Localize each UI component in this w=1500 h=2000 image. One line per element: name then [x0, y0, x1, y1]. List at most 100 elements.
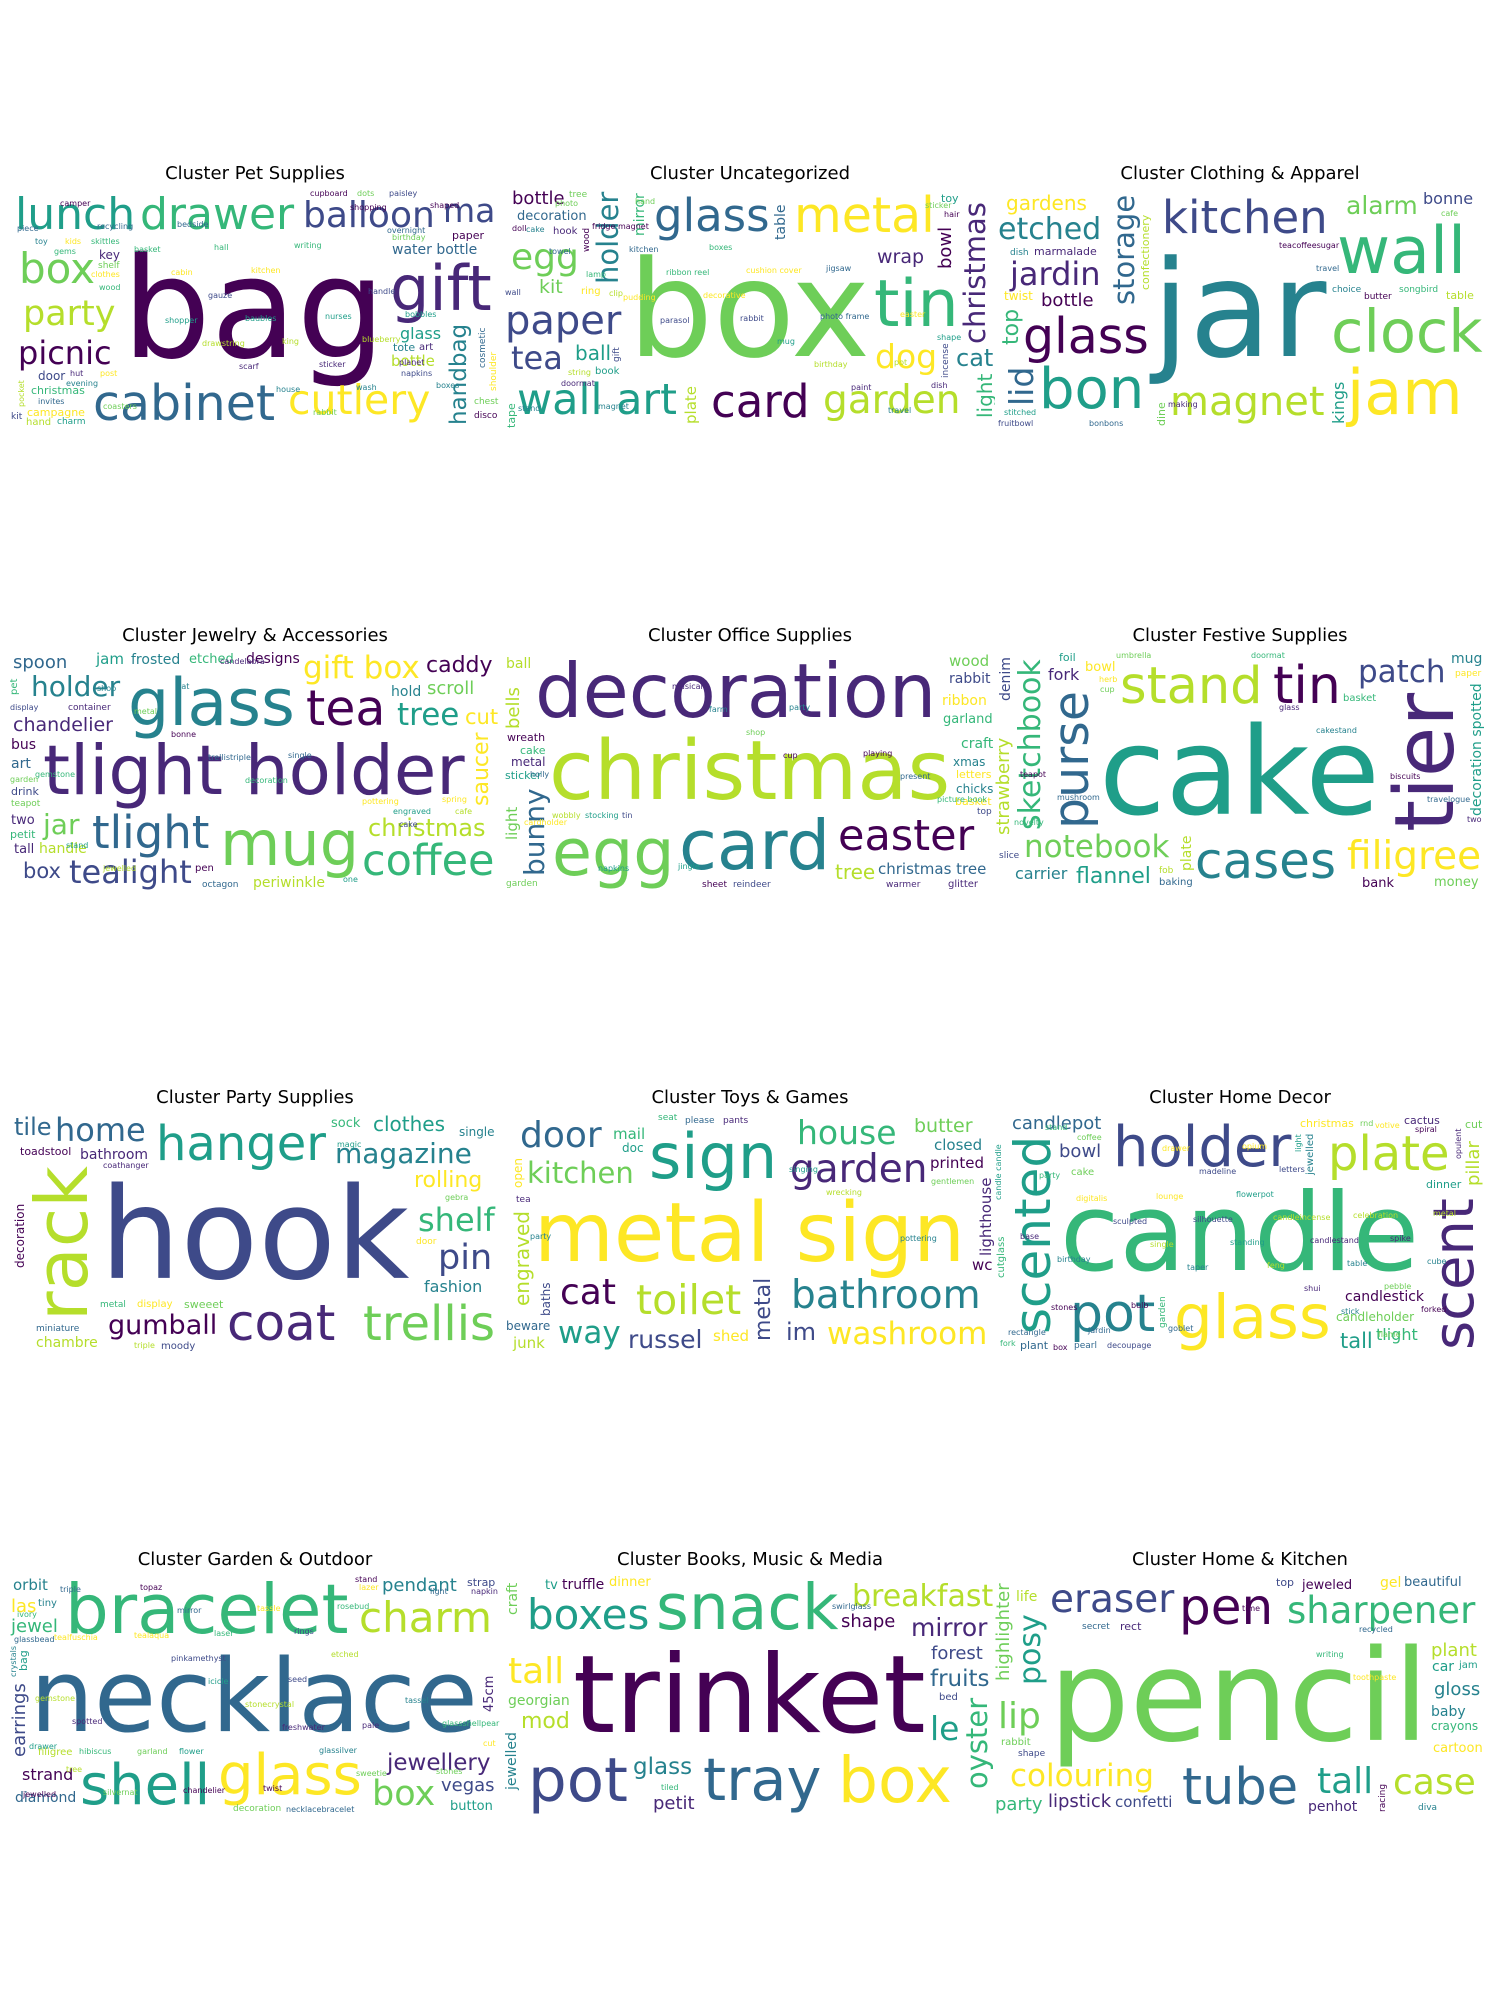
wordcloud-panel: Cluster Jewelry & Accessories tlight hold…	[10, 625, 500, 890]
word-cloud-term: bulb	[1131, 1301, 1149, 1310]
word-cloud-term: top	[1276, 1576, 1295, 1589]
word-cloud-term: earrings	[10, 1683, 30, 1757]
word-cloud-term: junk	[513, 1334, 545, 1352]
word-cloud-term: miniature	[36, 1324, 80, 1334]
panel-title: Cluster Office Supplies	[647, 625, 852, 646]
word-cloud-term: tlight	[92, 806, 210, 859]
word-cloud-term: cartoon	[1433, 1741, 1483, 1756]
word-cloud-term: printed	[930, 1154, 984, 1172]
word-cloud-term: ivory	[17, 1610, 37, 1619]
word-cloud-term: flowerpot	[1236, 1190, 1274, 1199]
word-cloud-term: teapot	[11, 799, 41, 809]
word-cloud-term: car	[1432, 1659, 1455, 1675]
word-cloud-term: pearl	[1074, 1341, 1097, 1351]
word-cloud-term: doormat	[1251, 652, 1285, 660]
word-cloud-term: bonne	[1423, 190, 1474, 208]
panel-title: Cluster Clothing & Apparel	[1120, 163, 1360, 184]
word-cloud-term: cases	[1195, 832, 1336, 890]
word-cloud-term: tree	[397, 697, 460, 733]
word-cloud-term: paint	[851, 383, 872, 392]
word-cloud-term: party	[789, 703, 811, 712]
word-cloud-term: bedside	[177, 220, 209, 229]
word-cloud-term: bonne	[171, 730, 197, 739]
word-cloud-term: wc	[972, 1256, 993, 1274]
word-cloud-term: basket	[1343, 693, 1377, 704]
word-cloud-term: boxes	[436, 381, 460, 390]
word-cloud-term: rosebud	[337, 1602, 370, 1611]
word-cloud-term: chambre	[36, 1335, 98, 1351]
wordcloud-panel: Cluster Books, Music & Media trinket tray s…	[505, 1549, 995, 1814]
word-cloud-term: ribbon reel	[666, 268, 710, 277]
word-cloud-term: stones	[436, 1767, 463, 1776]
word-cloud-term: twist	[263, 1784, 283, 1793]
word-cloud-term: pocket	[17, 380, 26, 407]
word-cloud-term: glass	[1023, 308, 1149, 365]
word-cloud-term: novelty	[1014, 818, 1044, 827]
word-cloud-term: cushion cover	[746, 266, 802, 275]
word-cloud-term: stocking	[585, 811, 619, 820]
word-cloud-term: candleholder	[1336, 1310, 1415, 1324]
word-cloud-term: key	[99, 248, 121, 262]
word-cloud-term: wall	[1337, 214, 1467, 289]
word-cloud-term: hall	[214, 243, 229, 252]
word-cloud-term: jam	[96, 652, 124, 668]
word-cloud-term: herb	[1099, 675, 1118, 684]
word-cloud-term: please	[685, 1116, 715, 1126]
wordcloud-panel: Cluster Pet Supplies bag cabinet drawer cutl…	[10, 163, 500, 428]
word-cloud-term: party	[23, 294, 116, 334]
word-cloud-term: ball	[506, 656, 532, 672]
word-cloud-term: sign	[649, 1120, 778, 1193]
word-cloud-term: pottering	[900, 1234, 937, 1243]
word-cloud-term: bonbons	[1089, 419, 1124, 428]
word-cloud: tlight holder glass mug tea tlight coffee gift…	[10, 652, 500, 890]
word-cloud-term: wood	[582, 227, 592, 252]
word-cloud-term: jardin	[1010, 255, 1101, 293]
word-cloud-term: metal	[511, 755, 546, 769]
word-cloud-term: chandelier	[13, 714, 113, 736]
word-cloud-term: warmer	[886, 880, 921, 890]
word-cloud-term: tealfuschia	[54, 1633, 98, 1642]
word-cloud-term: boxes	[709, 243, 733, 252]
word-cloud-term: picture book	[937, 795, 987, 804]
word-cloud-term: christmas	[549, 724, 951, 819]
word-cloud-term: handle	[368, 287, 396, 296]
word-cloud-term: balloon	[303, 195, 435, 236]
word-cloud-term: crayons	[1431, 1719, 1479, 1733]
word-cloud-term: doormat	[561, 379, 595, 388]
word-cloud-term: gumball	[108, 1310, 218, 1341]
word-cloud-term: glass	[654, 190, 770, 242]
word-cloud-term: doll	[512, 224, 527, 233]
word-cloud-term: recycling	[97, 222, 134, 231]
word-cloud-term: jewelled	[103, 864, 137, 873]
word-cloud-term: strand	[22, 1765, 74, 1784]
word-cloud-term: opulent	[1454, 1128, 1463, 1159]
word-cloud-term: christmas	[958, 202, 992, 344]
word-cloud-term: ball	[575, 341, 612, 365]
word-cloud-term: metal	[100, 1300, 126, 1310]
word-cloud-term: party	[1039, 1171, 1061, 1180]
word-cloud-term: boxes	[527, 1590, 650, 1639]
word-cloud-term: tea	[511, 339, 563, 377]
word-cloud-term: diamond	[15, 1790, 77, 1806]
word-cloud-term: sticker	[925, 201, 952, 210]
word-cloud-term: table	[773, 204, 789, 240]
word-cloud-term: house	[797, 1114, 897, 1152]
word-cloud-term: decorative	[703, 291, 746, 300]
word-cloud-term: nurses	[325, 312, 352, 321]
word-cloud-term: sticker	[505, 769, 542, 782]
word-cloud: bag cabinet drawer cutlery balloon lunch party…	[10, 190, 500, 428]
word-cloud-term: truffle	[562, 1577, 605, 1593]
word-cloud-term: decoupage	[1107, 1341, 1152, 1350]
word-cloud-term: wall	[505, 288, 521, 297]
word-cloud-term: tiled	[661, 1783, 679, 1792]
word-cloud-term: plant	[1020, 1339, 1049, 1352]
word-cloud: cake stand tier cases notebook tin purse sketch…	[995, 652, 1485, 890]
word-cloud-term: foil	[1059, 652, 1076, 664]
word-cloud-term: garden	[1158, 1296, 1168, 1328]
word-cloud-term: egg	[511, 237, 579, 278]
word-cloud-term: light	[430, 1587, 448, 1596]
word-cloud-term: christmas tree	[878, 860, 987, 878]
word-cloud-term: reindeer	[733, 880, 771, 890]
word-cloud-term: mod	[521, 1709, 570, 1734]
word-cloud-term: hook	[553, 226, 578, 237]
